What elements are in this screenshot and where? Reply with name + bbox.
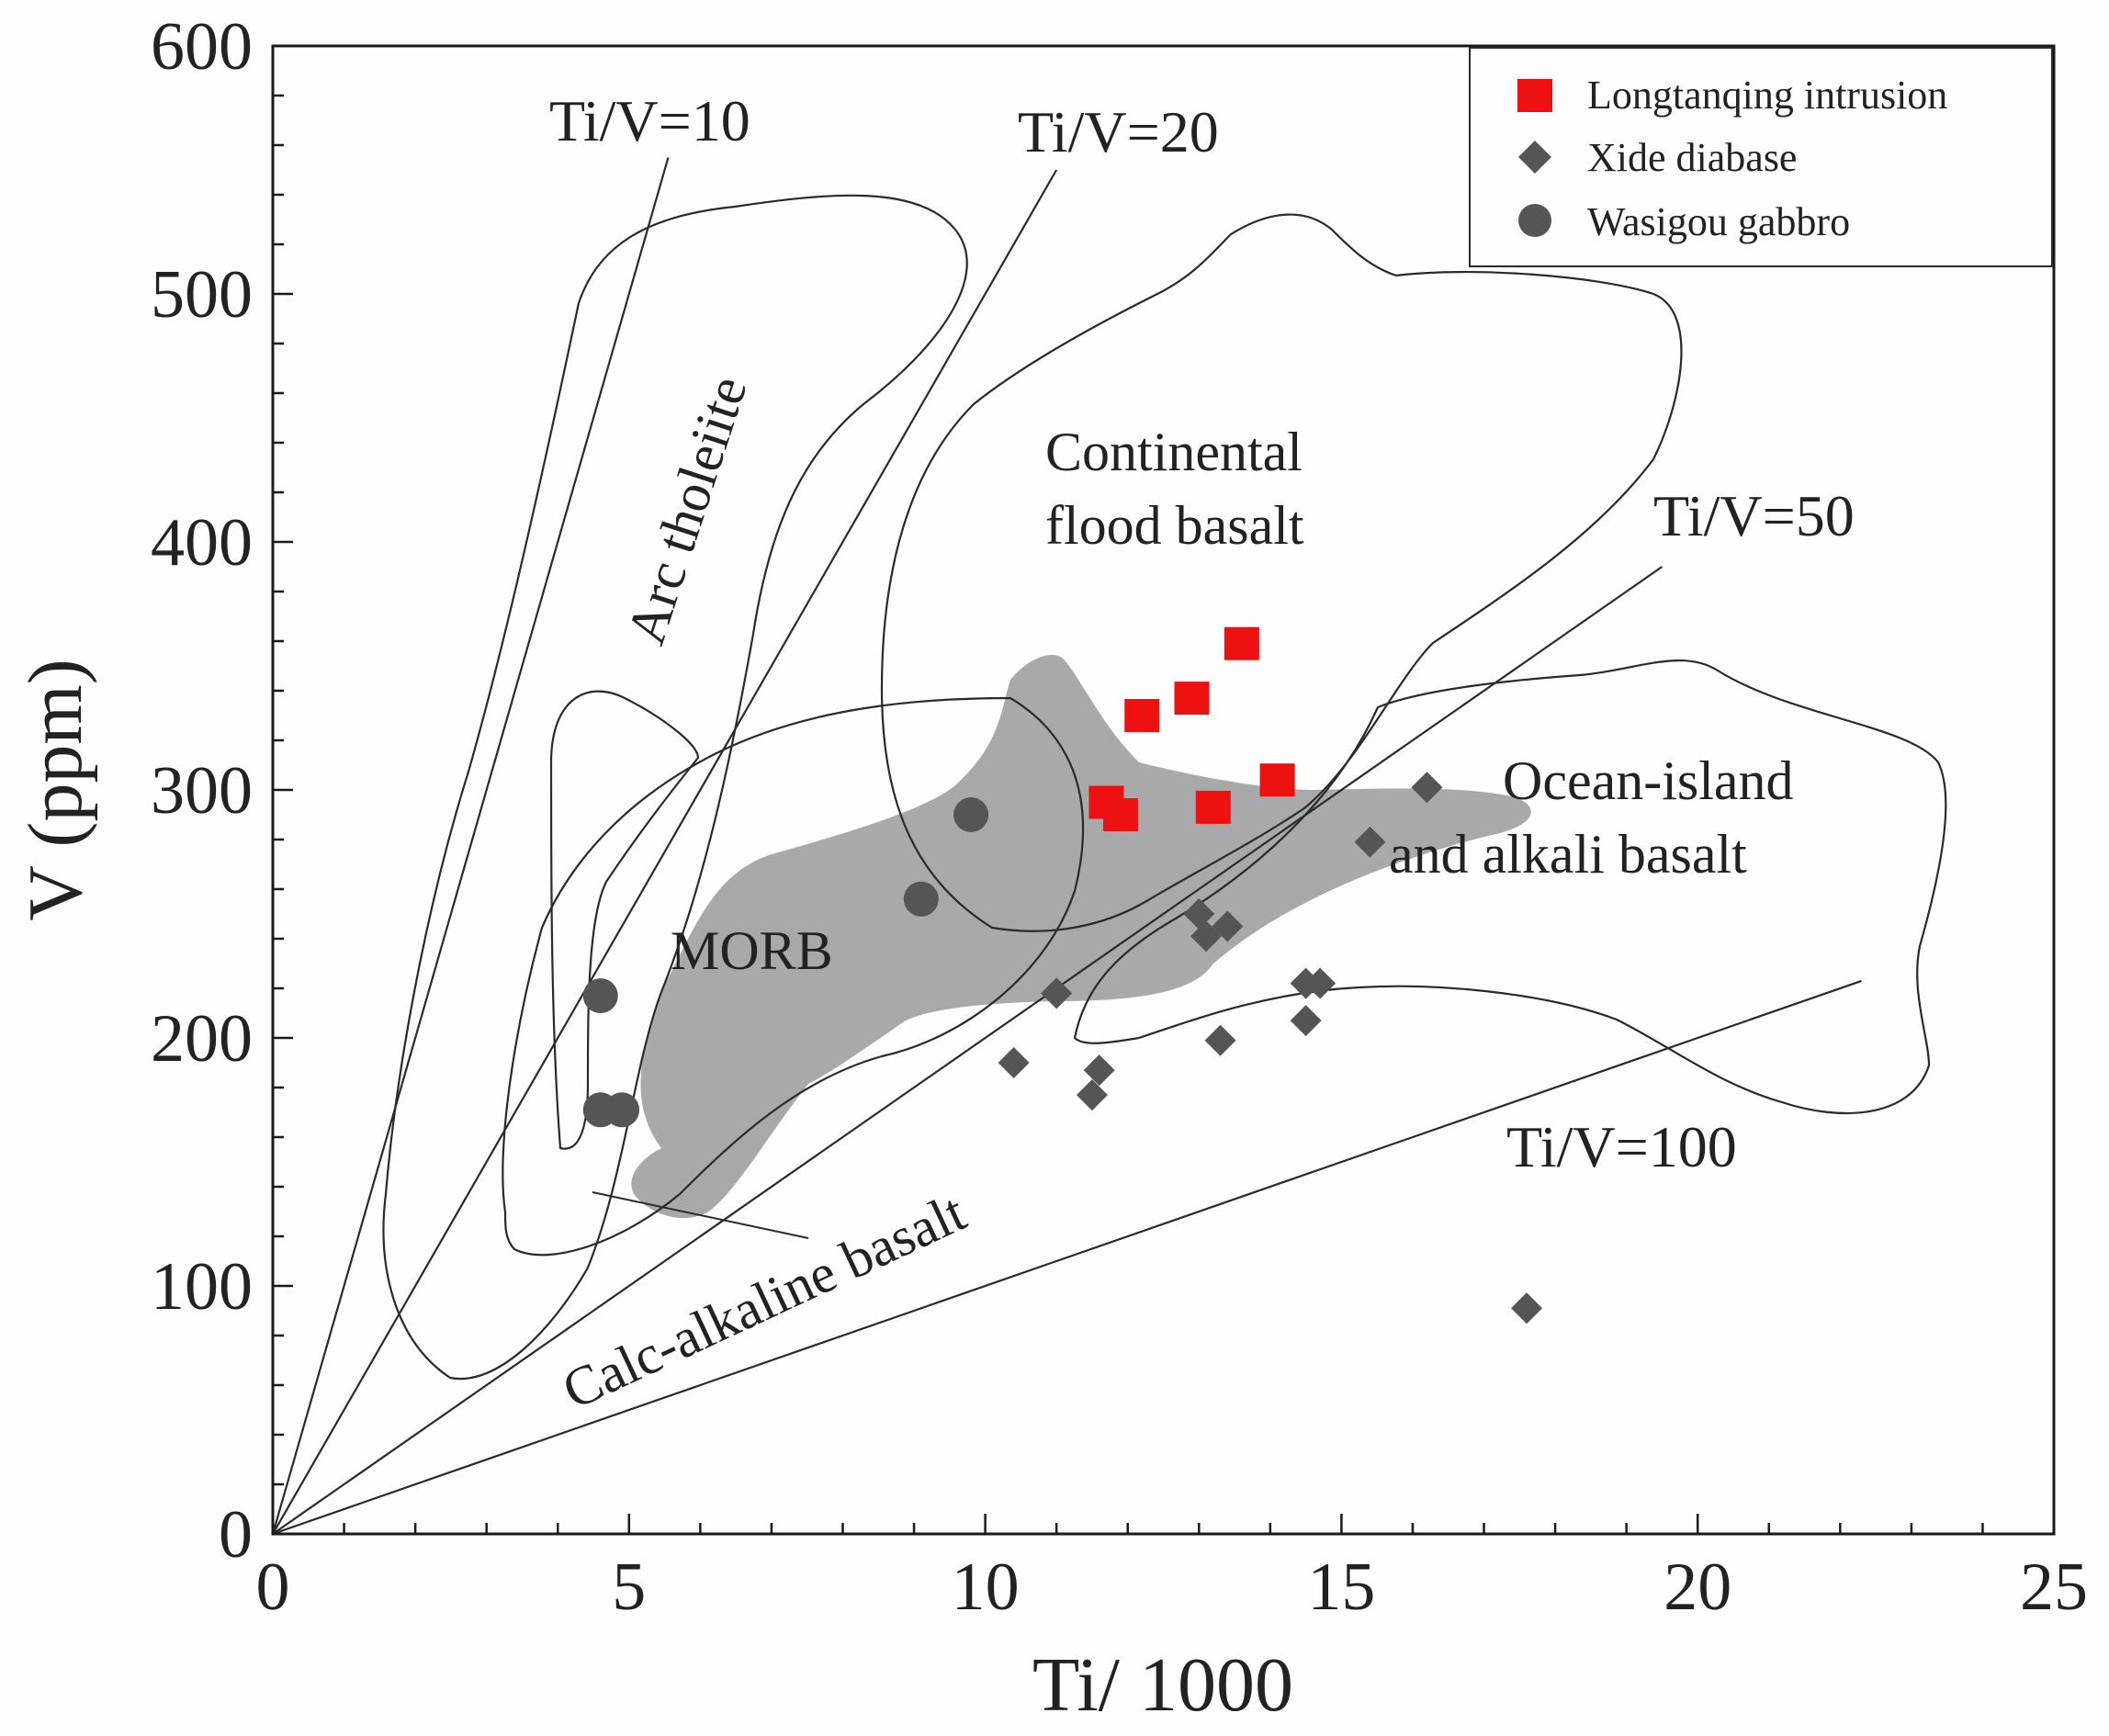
ratio-lines bbox=[271, 157, 1862, 1536]
continental-flood-basalt-field bbox=[880, 213, 1683, 932]
morb-outline bbox=[549, 690, 700, 1150]
legend-marker-wasigou bbox=[1518, 204, 1551, 237]
xide-point bbox=[1076, 1079, 1108, 1111]
legend: Longtanqing intrusion Xide diabase Wasig… bbox=[1469, 47, 2053, 267]
xide-point bbox=[1354, 826, 1386, 858]
wasigou-point bbox=[903, 881, 939, 917]
x-tick-label: 25 bbox=[2020, 1550, 2088, 1625]
y-tick-label: 200 bbox=[151, 1001, 253, 1077]
ratio-line-10 bbox=[271, 157, 670, 1535]
longtanqing-point bbox=[1224, 626, 1259, 660]
longtanqing-point bbox=[1174, 682, 1210, 716]
data-points bbox=[582, 626, 1543, 1325]
xide-point bbox=[1511, 1292, 1543, 1325]
xide-point bbox=[998, 1047, 1030, 1078]
xide-point bbox=[1290, 1005, 1322, 1037]
xide-point bbox=[1411, 772, 1443, 804]
ratio-label-20: Ti/V=20 bbox=[1018, 99, 1219, 164]
ratio-line-20 bbox=[272, 169, 1058, 1535]
y-tick-label: 300 bbox=[151, 753, 253, 829]
longtanqing-point bbox=[1102, 798, 1138, 831]
xide-point bbox=[1212, 910, 1244, 942]
x-tick-label: 5 bbox=[612, 1550, 646, 1625]
xide-point bbox=[1204, 1024, 1236, 1056]
x-tick-label: 20 bbox=[1664, 1550, 1731, 1625]
ratio-line-50 bbox=[272, 566, 1664, 1535]
ratio-label-50: Ti/V=50 bbox=[1653, 483, 1855, 548]
longtanqing-point bbox=[1195, 790, 1231, 824]
wasigou-point bbox=[604, 1092, 640, 1128]
legend-marker-xide bbox=[1518, 141, 1551, 174]
x-tick-label: 15 bbox=[1307, 1550, 1375, 1625]
axis-ticks bbox=[271, 44, 2056, 1536]
y-tick-label: 600 bbox=[151, 9, 253, 85]
ratio-label-10: Ti/V=10 bbox=[549, 88, 750, 153]
legend-marker-longtanqing bbox=[1517, 79, 1552, 112]
field-label-continental: Continental bbox=[1045, 422, 1303, 482]
y-tick-label: 100 bbox=[151, 1249, 253, 1325]
field-label-alkali-basalt: and alkali basalt bbox=[1389, 824, 1747, 885]
longtanqing-point bbox=[1124, 699, 1160, 732]
wasigou-point bbox=[953, 797, 989, 832]
field-label-ocean-island: Ocean-island bbox=[1503, 750, 1794, 811]
axis-tick-labels: 0 5 10 15 20 25 0 100 200 300 400 500 600 bbox=[151, 9, 2088, 1625]
xide-point bbox=[1304, 967, 1336, 999]
ratio-line-100 bbox=[272, 979, 1862, 1536]
legend-box bbox=[1469, 47, 2053, 267]
xide-point bbox=[1041, 977, 1073, 1009]
field-label-morb: MORB bbox=[671, 920, 833, 981]
x-tick-label: 10 bbox=[952, 1550, 1020, 1625]
y-axis-title: V (ppm) bbox=[13, 659, 98, 920]
field-label-flood-basalt: flood basalt bbox=[1045, 495, 1304, 556]
wasigou-point bbox=[582, 978, 618, 1014]
x-tick-label: 0 bbox=[256, 1550, 290, 1625]
xide-point bbox=[1083, 1054, 1115, 1087]
arc-tholeiite-field bbox=[382, 194, 968, 1381]
calc-alkaline-field bbox=[502, 696, 1085, 1257]
ocean-island-alkali-basalt-field bbox=[1073, 659, 1947, 1114]
y-tick-label: 0 bbox=[219, 1497, 253, 1573]
y-tick-label: 500 bbox=[151, 257, 253, 333]
longtanqing-point bbox=[1259, 763, 1295, 797]
legend-label-wasigou: Wasigou gabbro bbox=[1587, 199, 1850, 244]
legend-label-xide: Xide diabase bbox=[1587, 135, 1797, 180]
y-tick-label: 400 bbox=[151, 505, 253, 581]
x-axis-title: Ti/ 1000 bbox=[1032, 1642, 1293, 1728]
morb-field bbox=[631, 654, 1531, 1219]
xide-point bbox=[1190, 920, 1223, 953]
legend-label-longtanqing: Longtanqing intrusion bbox=[1587, 73, 1947, 118]
calc-alkaline-pointer bbox=[592, 1191, 809, 1239]
ratio-label-100: Ti/V=100 bbox=[1506, 1114, 1737, 1179]
